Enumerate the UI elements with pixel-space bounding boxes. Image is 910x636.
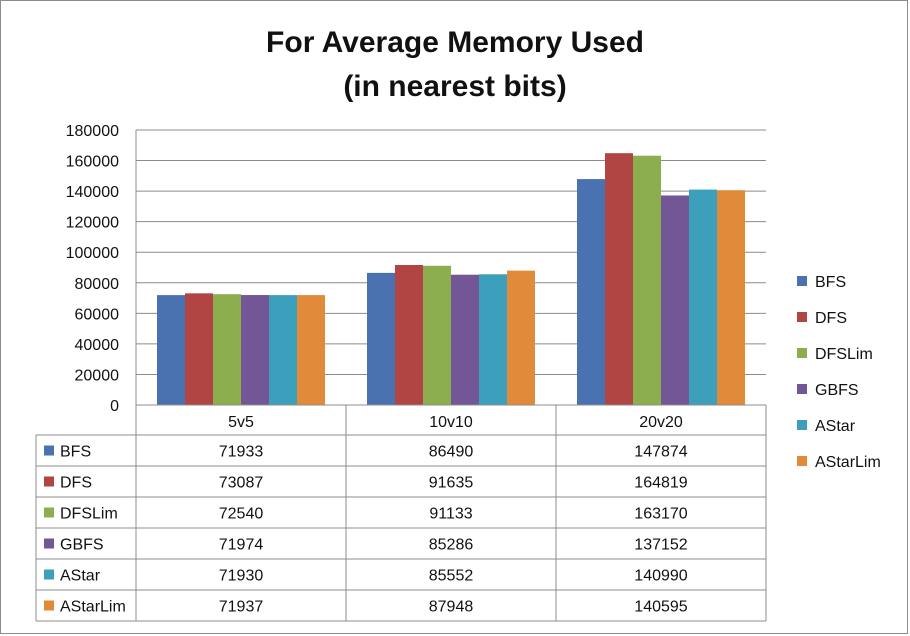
legend-key-dfs (797, 312, 807, 322)
x-tick-label: 10v10 (429, 414, 473, 431)
bar-dfslim-5v5 (213, 294, 241, 405)
bar-gbfs-10v10 (451, 274, 479, 405)
table-cell-value: 71933 (219, 444, 264, 461)
table-cell-value: 163170 (634, 506, 687, 523)
table-series-label: AStar (60, 568, 101, 585)
legend: BFS DFS DFSLim GBFS AStar AStarLim (797, 274, 881, 471)
legend-key-dfslim (797, 348, 807, 358)
legend-label-astar: AStar (815, 418, 856, 435)
legend-label-astarlim: AStarLim (815, 454, 881, 471)
table-cell-value: 86490 (429, 444, 474, 461)
table-cell-value: 85552 (429, 568, 474, 585)
y-tick-label: 140000 (66, 184, 119, 201)
y-tick-label: 160000 (66, 154, 119, 171)
table-legend-key (44, 569, 54, 580)
table-series-label: DFSLim (60, 506, 118, 523)
y-tick-label: 180000 (66, 123, 119, 140)
y-axis: 0 20000 40000 60000 80000 100000 120000 140000 1… (66, 123, 137, 415)
bar-dfslim-20v20 (633, 155, 661, 405)
data-table: 5v5 10v10 20v20 BFS 71933 86490 147874 DFS 73087… (35, 404, 767, 622)
y-tick-label: 20000 (75, 367, 120, 384)
bar-astarlim-5v5 (297, 295, 325, 405)
table-legend-key (44, 476, 54, 487)
bar-gbfs-20v20 (661, 195, 689, 405)
y-tick-label: 0 (110, 398, 119, 415)
legend-key-gbfs (797, 384, 807, 394)
bars (157, 153, 745, 405)
x-tick-label: 5v5 (228, 414, 254, 431)
bar-dfslim-10v10 (423, 265, 451, 405)
bar-gbfs-5v5 (241, 295, 269, 405)
legend-key-bfs (797, 276, 807, 286)
table-series-label: BFS (60, 444, 91, 461)
bar-astarlim-20v20 (717, 190, 745, 405)
table-series-label: AStarLim (60, 599, 126, 616)
table-cell-value: 85286 (429, 537, 474, 554)
table-cell-value: 164819 (634, 475, 687, 492)
table-cell-value: 91635 (429, 475, 474, 492)
table-cell-value: 137152 (634, 537, 687, 554)
table-legend-key (44, 445, 54, 456)
legend-label-gbfs: GBFS (815, 382, 859, 399)
bar-dfs-10v10 (395, 265, 423, 405)
table-legend-key (44, 538, 54, 549)
bar-astar-5v5 (269, 295, 297, 405)
bar-bfs-10v10 (367, 272, 395, 405)
table-cell-value: 73087 (219, 475, 264, 492)
y-tick-label: 120000 (66, 215, 119, 232)
y-tick-label: 60000 (75, 306, 120, 323)
chart-title-line-1: For Average Memory Used (266, 26, 644, 59)
legend-key-astarlim (797, 456, 807, 466)
table-cell-value: 72540 (219, 506, 264, 523)
legend-label-bfs: BFS (815, 274, 846, 291)
table-cell-value: 71930 (219, 568, 264, 585)
chart-title: For Average Memory Used (in nearest bits… (266, 26, 644, 103)
bar-bfs-5v5 (157, 295, 185, 405)
y-tick-label: 40000 (75, 337, 120, 354)
bar-dfs-5v5 (185, 293, 213, 405)
bar-bfs-20v20 (577, 179, 605, 405)
table-legend-key (44, 507, 54, 518)
table-series-label: DFS (60, 475, 92, 492)
chart-title-line-2: (in nearest bits) (343, 70, 566, 103)
y-tick-label: 80000 (75, 276, 120, 293)
table-series-label: GBFS (60, 537, 104, 554)
table-cell-value: 71937 (219, 599, 264, 616)
bar-astarlim-10v10 (507, 270, 535, 405)
table-cell-value: 91133 (429, 506, 472, 523)
table-cell-value: 87948 (429, 599, 474, 616)
table-cell-value: 147874 (634, 444, 687, 461)
x-tick-label: 20v20 (639, 414, 683, 431)
legend-label-dfslim: DFSLim (815, 346, 873, 363)
y-tick-label: 100000 (66, 245, 119, 262)
table-legend-key (44, 600, 54, 611)
table-cell-value: 140990 (634, 568, 687, 585)
table-cell-value: 71974 (219, 537, 264, 554)
legend-label-dfs: DFS (815, 310, 847, 327)
legend-key-astar (797, 420, 807, 430)
table-cell-value: 140595 (634, 599, 687, 616)
bar-astar-20v20 (689, 189, 717, 405)
bar-astar-10v10 (479, 274, 507, 405)
bar-dfs-20v20 (605, 153, 633, 405)
